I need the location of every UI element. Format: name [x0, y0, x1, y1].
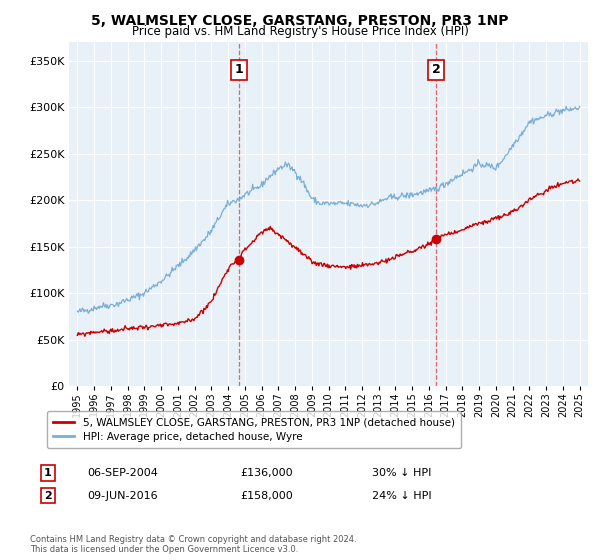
Text: 24% ↓ HPI: 24% ↓ HPI	[372, 491, 431, 501]
Text: 2: 2	[44, 491, 52, 501]
Text: £136,000: £136,000	[240, 468, 293, 478]
Text: 1: 1	[44, 468, 52, 478]
Text: 06-SEP-2004: 06-SEP-2004	[87, 468, 158, 478]
Text: 5, WALMSLEY CLOSE, GARSTANG, PRESTON, PR3 1NP: 5, WALMSLEY CLOSE, GARSTANG, PRESTON, PR…	[91, 14, 509, 28]
Text: £158,000: £158,000	[240, 491, 293, 501]
Legend: 5, WALMSLEY CLOSE, GARSTANG, PRESTON, PR3 1NP (detached house), HPI: Average pri: 5, WALMSLEY CLOSE, GARSTANG, PRESTON, PR…	[47, 411, 461, 448]
Text: 2: 2	[432, 63, 440, 76]
Text: Contains HM Land Registry data © Crown copyright and database right 2024.
This d: Contains HM Land Registry data © Crown c…	[30, 535, 356, 554]
Text: 30% ↓ HPI: 30% ↓ HPI	[372, 468, 431, 478]
Text: 1: 1	[235, 63, 244, 76]
Text: 09-JUN-2016: 09-JUN-2016	[87, 491, 158, 501]
Text: Price paid vs. HM Land Registry's House Price Index (HPI): Price paid vs. HM Land Registry's House …	[131, 25, 469, 38]
